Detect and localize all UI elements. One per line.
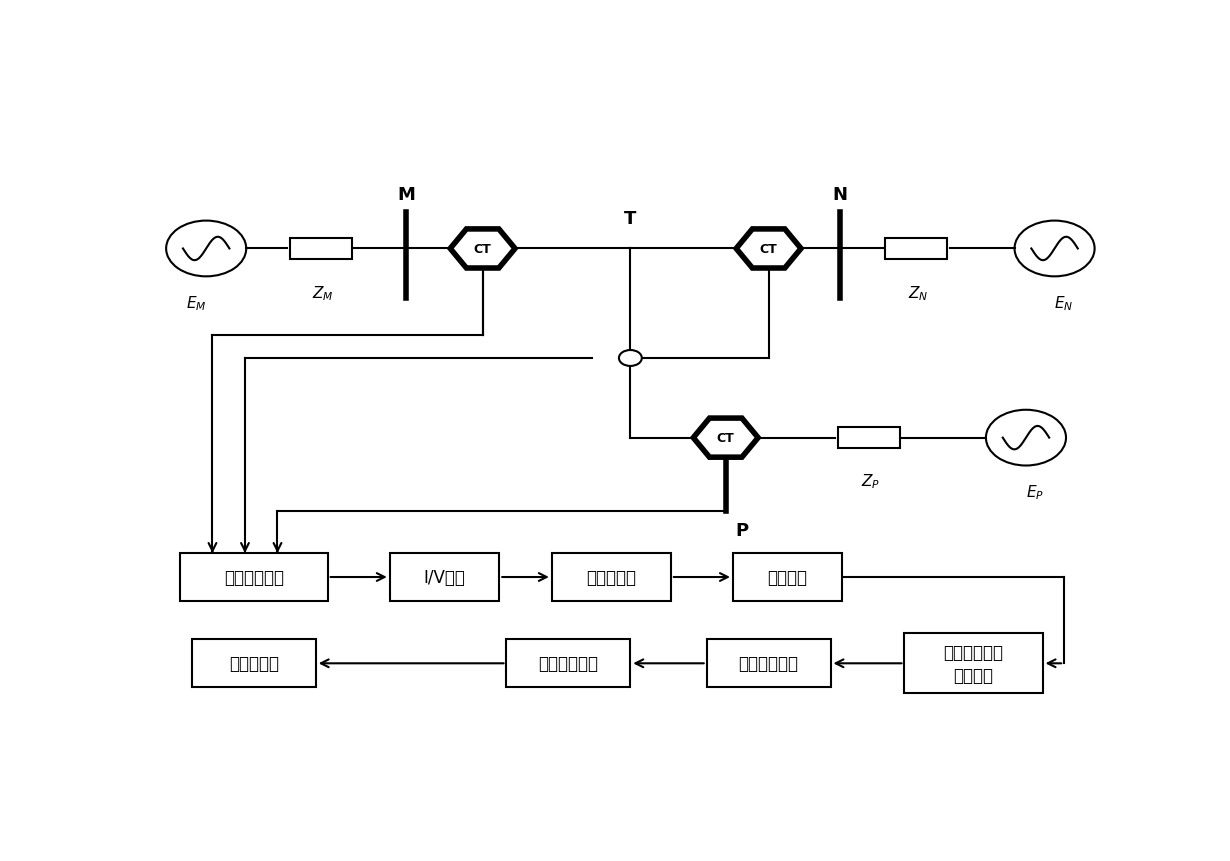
Text: $E_P$: $E_P$	[1027, 483, 1044, 502]
Text: 信号预处理: 信号预处理	[587, 568, 636, 586]
Bar	[904, 634, 1043, 693]
Text: 小波变换: 小波变换	[768, 568, 808, 586]
Bar	[838, 428, 899, 449]
Text: T: T	[624, 210, 637, 228]
Text: CT: CT	[474, 243, 492, 256]
Bar	[192, 640, 316, 687]
Bar	[289, 238, 352, 260]
Bar	[507, 640, 630, 687]
Text: CT: CT	[760, 243, 777, 256]
Text: 故障支路判断: 故障支路判断	[738, 654, 798, 672]
Text: N: N	[833, 186, 847, 204]
Text: $E_M$: $E_M$	[187, 294, 207, 313]
Bar	[180, 554, 327, 601]
Text: M: M	[397, 186, 416, 204]
Text: $Z_M$: $Z_M$	[311, 283, 333, 302]
Text: $Z_N$: $Z_N$	[908, 283, 929, 302]
Bar	[733, 554, 843, 601]
Text: $Z_P$: $Z_P$	[861, 471, 881, 490]
Bar	[707, 640, 830, 687]
Text: $E_N$: $E_N$	[1054, 294, 1074, 313]
Text: 计算行波波速: 计算行波波速	[539, 654, 599, 672]
Text: P: P	[736, 521, 748, 539]
Text: I/V转换: I/V转换	[423, 568, 465, 586]
Text: 故障点定位: 故障点定位	[229, 654, 279, 672]
Text: 初始行波波头
到达时刻: 初始行波波头 到达时刻	[943, 643, 1004, 684]
Text: CT: CT	[717, 431, 734, 444]
Bar	[552, 554, 670, 601]
Circle shape	[619, 350, 642, 367]
Bar	[390, 554, 499, 601]
Bar	[886, 238, 947, 260]
Text: 同步测量信号: 同步测量信号	[224, 568, 284, 586]
